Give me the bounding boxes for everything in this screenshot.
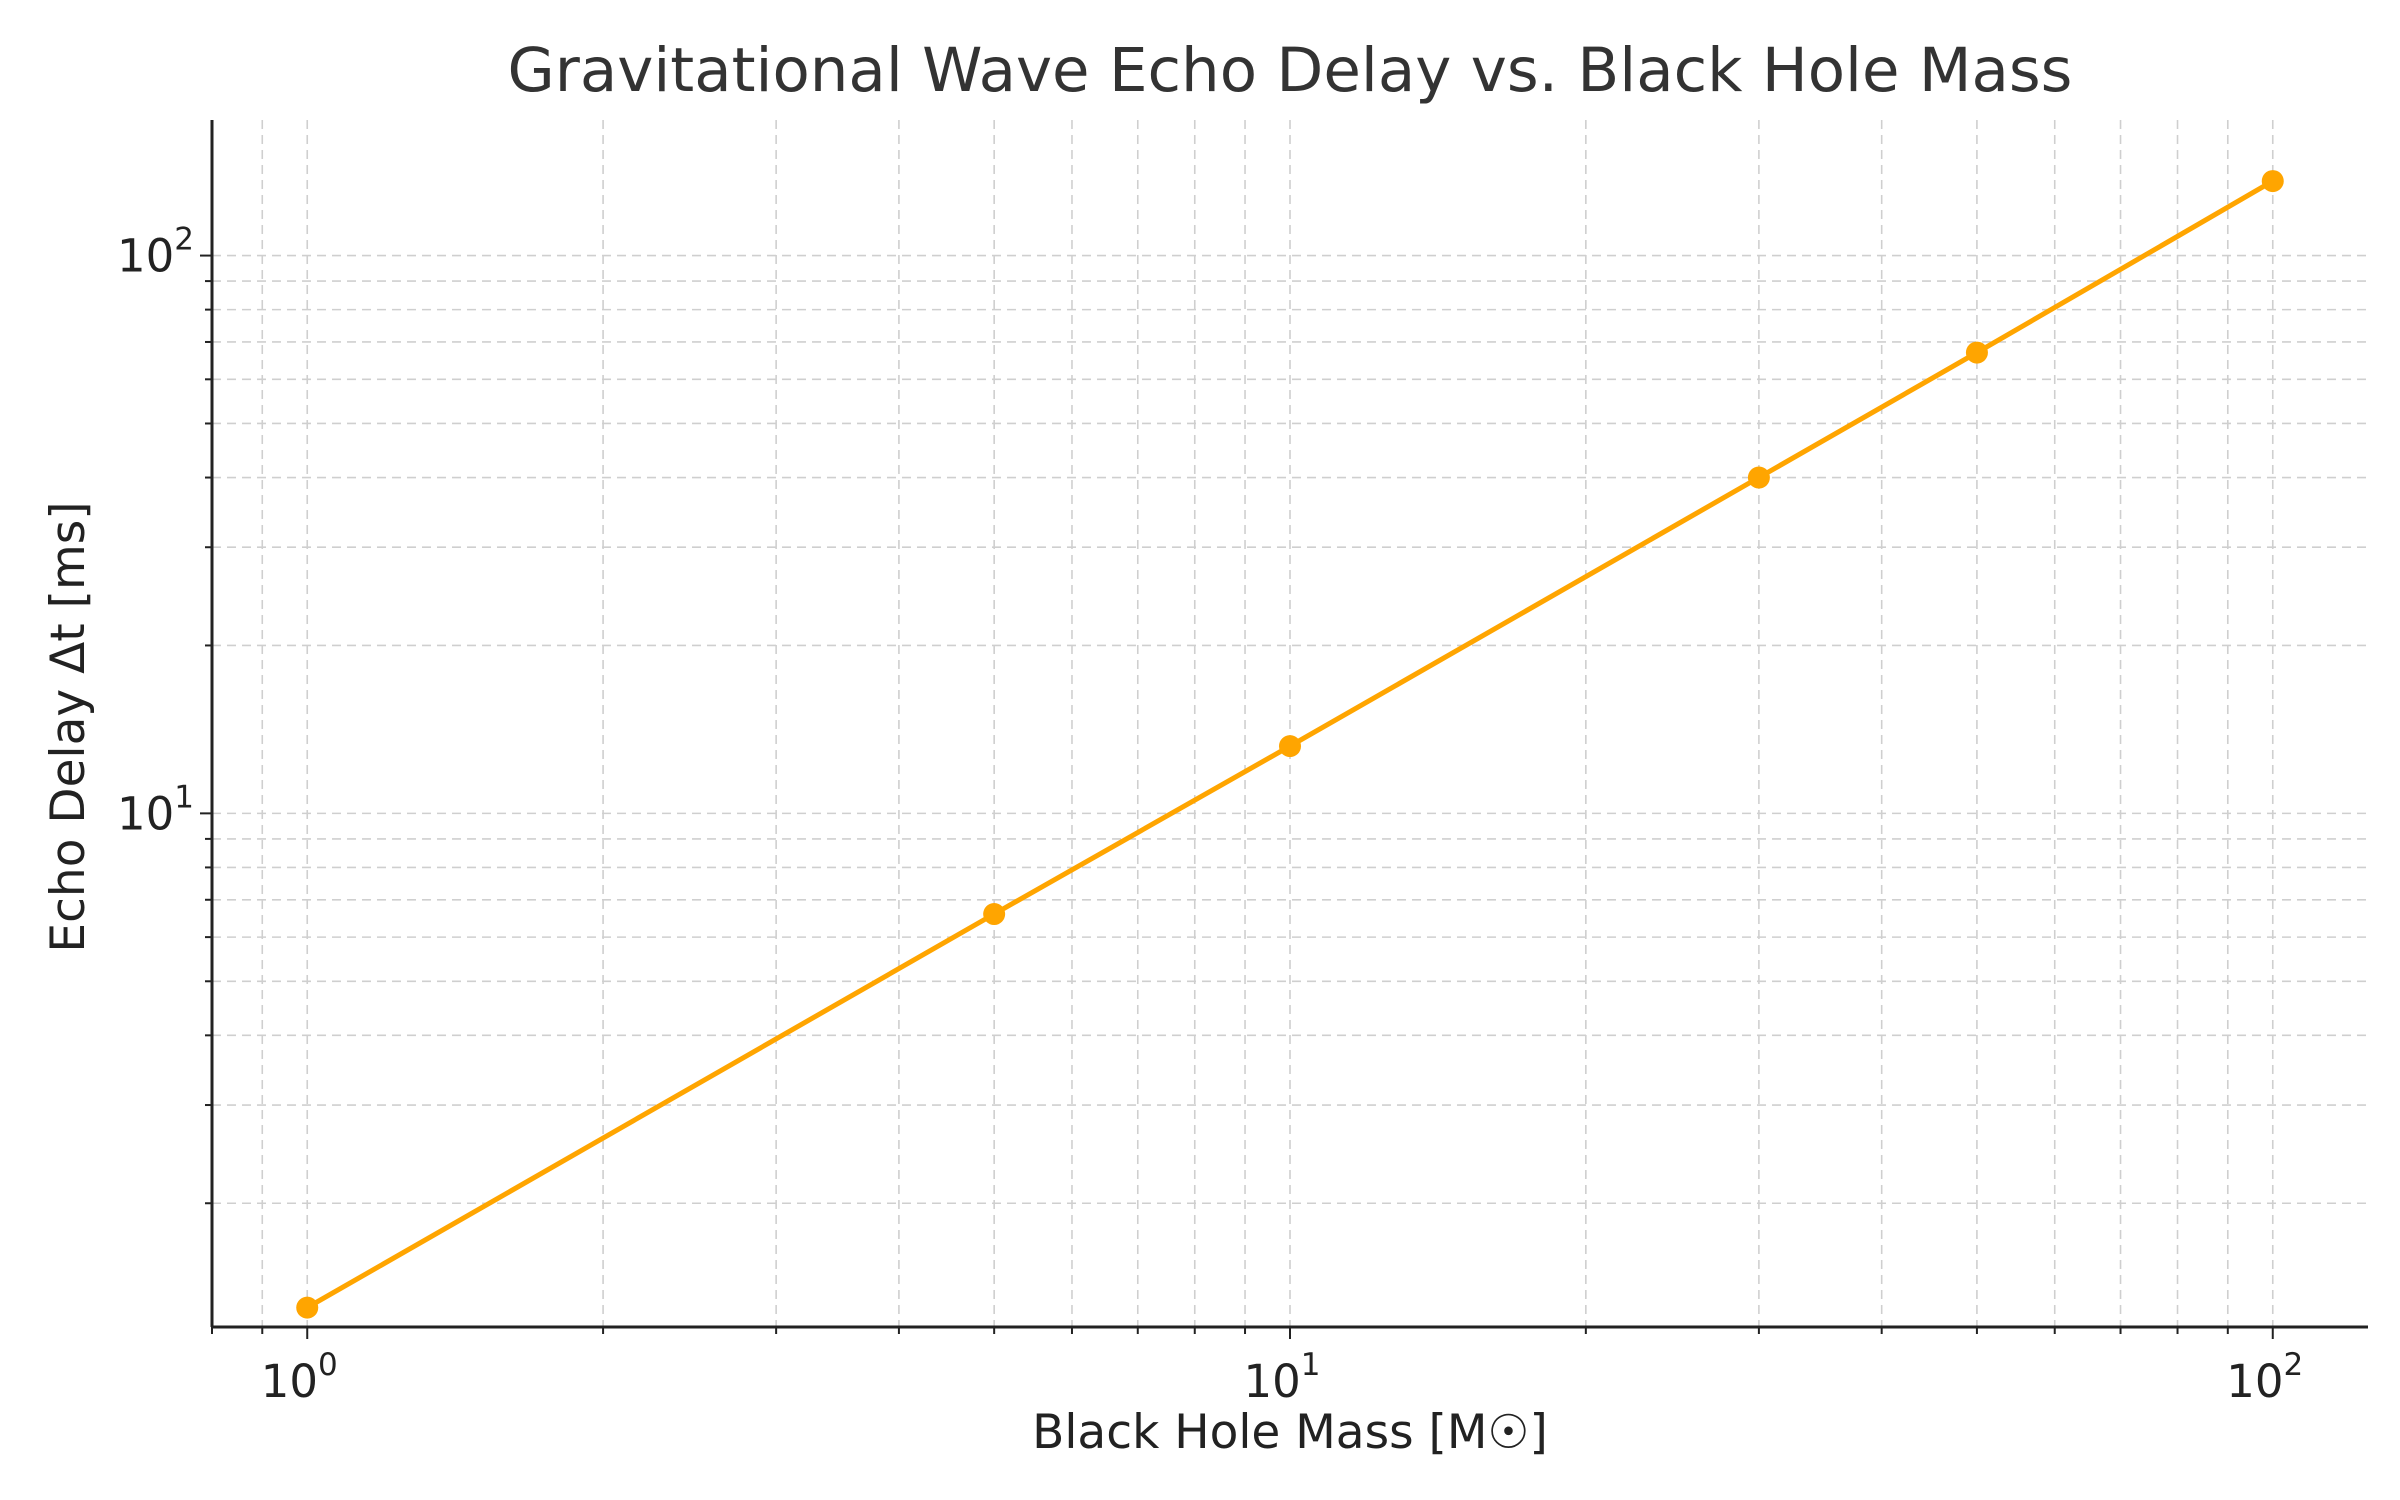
data-point — [296, 1296, 319, 1319]
data-point — [1279, 735, 1301, 758]
data-point — [1965, 341, 1988, 364]
data-point — [2261, 170, 2284, 193]
series-line — [305, 178, 2275, 1310]
data-point — [983, 903, 1006, 926]
y-tick-labels: 101 102 — [117, 222, 194, 841]
y-tick-label: 102 — [117, 222, 194, 283]
x-tick-label: 102 — [2226, 1347, 2303, 1408]
x-axis-label: Black Hole Mass [M☉] — [1032, 1405, 1548, 1460]
data-points — [296, 170, 2284, 1319]
x-tick-label: 101 — [1244, 1347, 1321, 1408]
y-tick-label: 101 — [117, 779, 194, 840]
x-tick-label: 100 — [261, 1347, 338, 1408]
x-tick-labels: 100 101 102 — [261, 1347, 2304, 1408]
y-axis-label: Echo Delay Δt [ms] — [41, 501, 96, 952]
chart-title: Gravitational Wave Echo Delay vs. Black … — [508, 35, 2073, 106]
grid — [211, 120, 2368, 1327]
data-point — [1747, 466, 1770, 489]
